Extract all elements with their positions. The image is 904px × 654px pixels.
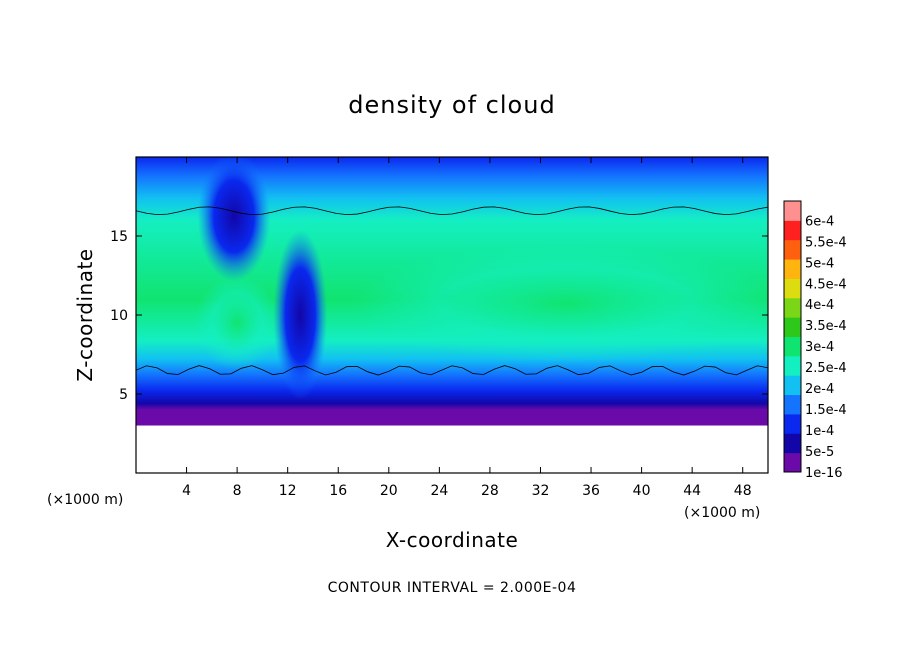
x-tick-label: 16 bbox=[329, 483, 347, 499]
legend-swatch bbox=[784, 278, 801, 299]
x-tick-label: 24 bbox=[430, 483, 448, 499]
contour-layer bbox=[136, 206, 768, 376]
contour-interval-note: CONTOUR INTERVAL = 2.000E-04 bbox=[328, 580, 577, 596]
legend-swatch bbox=[784, 336, 801, 357]
legend-swatch bbox=[784, 433, 801, 454]
contour-line-upper bbox=[136, 206, 768, 216]
x-tick-label: 12 bbox=[279, 483, 297, 499]
y-tick-label: 15 bbox=[110, 229, 128, 245]
legend-frame bbox=[783, 200, 802, 473]
legend-label: 1.5e-4 bbox=[805, 403, 847, 418]
legend-swatch bbox=[784, 394, 801, 415]
cloud-core-region bbox=[353, 243, 768, 363]
x-tick-label: 8 bbox=[233, 483, 242, 499]
x-tick-label: 4 bbox=[182, 483, 191, 499]
cloud-core-region bbox=[195, 275, 279, 371]
legend-label: 3.5e-4 bbox=[805, 319, 847, 334]
legend-label: 5.5e-4 bbox=[805, 235, 847, 250]
chart-title: density of cloud bbox=[348, 91, 555, 119]
y-tick-label: 10 bbox=[110, 308, 128, 324]
legend-label: 5e-5 bbox=[805, 445, 834, 460]
legend-label: 3e-4 bbox=[805, 340, 834, 355]
y-axis-title: Z-coordinate bbox=[73, 248, 97, 381]
low-density-plume bbox=[197, 157, 271, 282]
legend-label: 6e-4 bbox=[805, 214, 834, 229]
legend-swatch bbox=[784, 413, 801, 434]
legend-swatch bbox=[784, 297, 801, 318]
field-layer bbox=[136, 157, 768, 473]
legend-swatch bbox=[784, 201, 801, 221]
x-tick-label: 44 bbox=[683, 483, 701, 499]
plot-area bbox=[136, 157, 768, 473]
color-legend: 1e-16 5e-5 1e-4 1.5e-4 2e-4 2.5e-4 3e-4 3.5e-4 4… bbox=[783, 200, 847, 481]
x-unit-right: (×1000 m) bbox=[684, 505, 760, 521]
legend-swatch bbox=[784, 452, 801, 473]
legend-label: 2.5e-4 bbox=[805, 361, 847, 376]
cloud-base-layer bbox=[136, 409, 768, 426]
clear-air-below-base bbox=[136, 425, 768, 473]
x-tick-label: 40 bbox=[633, 483, 651, 499]
x-axis-title: X-coordinate bbox=[386, 528, 519, 552]
legend-swatch bbox=[784, 375, 801, 396]
legend-swatch bbox=[784, 259, 801, 279]
y-axis: 5 10 15 bbox=[110, 229, 768, 403]
legend-label: 4.5e-4 bbox=[805, 277, 847, 292]
x-axis: 4 8 12 16 20 24 28 32 36 40 44 48 bbox=[182, 157, 752, 499]
legend-label: 5e-4 bbox=[805, 256, 834, 271]
legend-label: 2e-4 bbox=[805, 382, 834, 397]
legend-swatch bbox=[784, 355, 801, 376]
x-tick-label: 20 bbox=[380, 483, 398, 499]
legend-swatch bbox=[784, 239, 801, 260]
legend-label: 1e-16 bbox=[805, 466, 843, 481]
legend-label: 1e-4 bbox=[805, 424, 834, 439]
legend-label: 4e-4 bbox=[805, 298, 834, 313]
low-density-plume bbox=[273, 230, 328, 400]
x-tick-label: 32 bbox=[532, 483, 550, 499]
legend-swatch bbox=[784, 317, 801, 337]
x-tick-label: 36 bbox=[582, 483, 600, 499]
contour-line-lower bbox=[136, 365, 768, 376]
y-tick-label: 5 bbox=[119, 387, 128, 403]
x-unit-left: (×1000 m) bbox=[47, 492, 123, 508]
x-tick-label: 28 bbox=[481, 483, 499, 499]
legend-swatch bbox=[784, 220, 801, 241]
x-tick-label: 48 bbox=[734, 483, 752, 499]
